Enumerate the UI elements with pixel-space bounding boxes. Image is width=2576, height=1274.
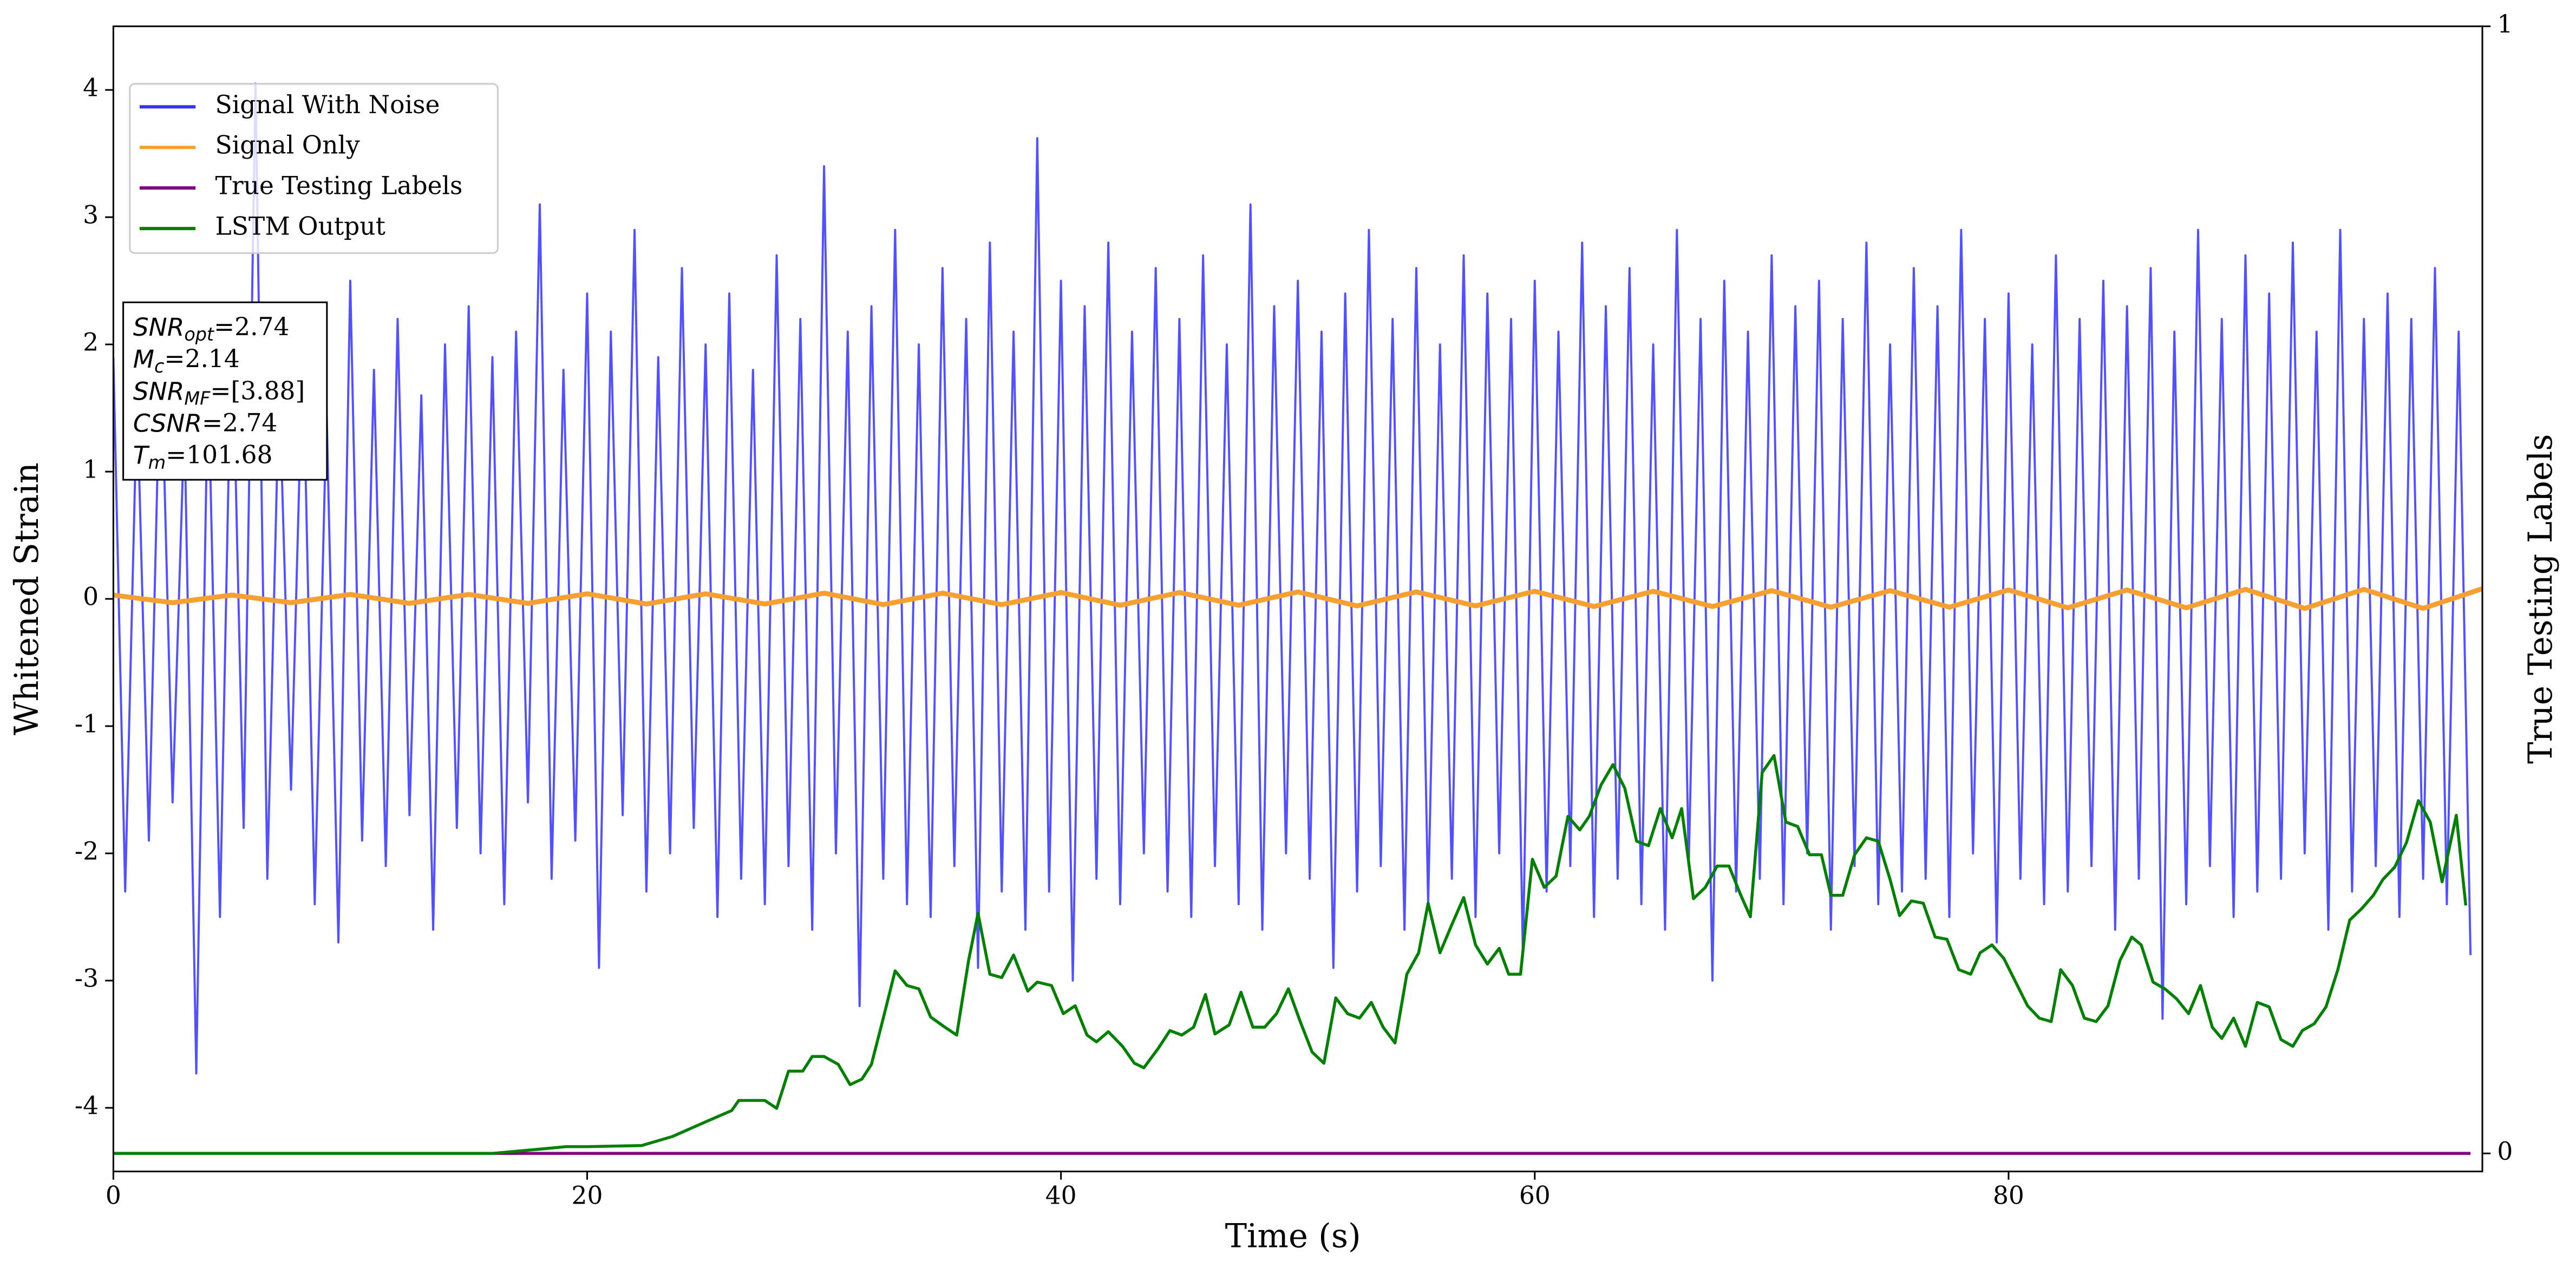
legend-label: Signal With Noise xyxy=(215,90,440,119)
annotation-value: =101.68 xyxy=(166,440,272,469)
x-tick-label: 40 xyxy=(1045,1181,1077,1210)
x-axis-label: Time (s) xyxy=(1225,1218,1361,1256)
x-tick-label: 0 xyxy=(106,1181,121,1210)
y-tick-label: 2 xyxy=(83,328,99,357)
plot-area xyxy=(113,82,2483,1155)
annotation-line: SNRMF=[3.88] xyxy=(133,376,305,409)
y-tick-label: -3 xyxy=(75,964,99,993)
legend: Signal With Noise Signal Only True Testing… xyxy=(129,83,499,254)
legend-label: LSTM Output xyxy=(215,212,385,241)
y-tick-label: 4 xyxy=(83,74,99,102)
annotation-symbol: T xyxy=(133,441,150,469)
y2-axis-label: True Testing Labels xyxy=(2522,434,2560,763)
y-tick-label: -2 xyxy=(75,837,99,866)
annotation-symbol: M xyxy=(133,345,154,374)
y-axis-label: Whitened Strain xyxy=(8,462,46,735)
annotation-subscript: opt xyxy=(184,324,215,345)
legend-label: True Testing Labels xyxy=(215,172,463,200)
legend-label: Signal Only xyxy=(215,131,360,160)
annotation-symbol: CSNR xyxy=(133,409,202,437)
legend-box xyxy=(129,83,499,254)
annotation-symbol: SNR xyxy=(133,377,185,406)
annotation-line: Tm=101.68 xyxy=(133,440,273,473)
annotation-line: CSNR=2.74 xyxy=(133,408,278,437)
annotation-value: =[3.88] xyxy=(210,376,305,405)
y-tick-label: 1 xyxy=(83,455,99,484)
annotation-value: =2.74 xyxy=(202,408,277,437)
annotation-subscript: c xyxy=(154,356,164,377)
y-tick-label: 3 xyxy=(83,201,99,230)
x-tick-label: 60 xyxy=(1519,1181,1551,1210)
annotation-line: Mc=2.14 xyxy=(133,344,240,377)
annotation-subscript: m xyxy=(148,452,166,473)
y-tick-label: 0 xyxy=(83,583,99,611)
y-tick-label: -4 xyxy=(75,1092,99,1120)
y2-tick-label: 0 xyxy=(2497,1137,2513,1166)
x-tick-label: 20 xyxy=(572,1181,603,1210)
annotation-subscript: MF xyxy=(184,388,211,409)
annotation-value: =2.14 xyxy=(164,344,239,373)
series-line xyxy=(113,754,2468,1155)
annotation-line: SNRopt=2.74 xyxy=(133,312,290,344)
series-line xyxy=(113,586,2483,611)
annotation-box xyxy=(122,301,328,481)
annotation-value: =2.74 xyxy=(214,312,289,341)
x-tick-label: 80 xyxy=(1993,1181,2024,1210)
annotation-symbol: SNR xyxy=(133,312,185,341)
y2-tick-label: 1 xyxy=(2497,10,2513,38)
series-line xyxy=(113,82,2472,1075)
annotation: SNRopt=2.74Mc=2.14SNRMF=[3.88]CSNR=2.74T… xyxy=(122,301,328,481)
y-tick-label: -1 xyxy=(75,710,99,739)
